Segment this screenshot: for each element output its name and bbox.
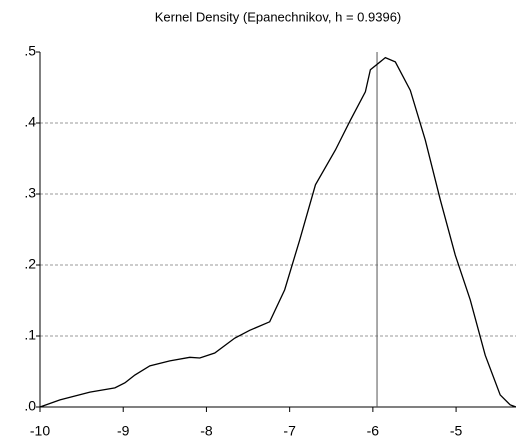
x-tick-label: -9 bbox=[117, 423, 130, 439]
x-tick-label: -5 bbox=[450, 423, 463, 439]
y-tick-label: .3 bbox=[24, 185, 36, 201]
y-tick-label: .5 bbox=[24, 43, 36, 59]
y-tick-label: .4 bbox=[24, 114, 36, 130]
x-tick-label: -6 bbox=[367, 423, 380, 439]
x-tick-label: -10 bbox=[30, 423, 50, 439]
y-tick-label: .0 bbox=[24, 398, 36, 414]
density-line bbox=[39, 56, 516, 408]
x-tick-label: -8 bbox=[200, 423, 213, 439]
chart-title: Kernel Density (Epanechnikov, h = 0.9396… bbox=[155, 9, 402, 24]
y-tick-label: .2 bbox=[24, 256, 36, 272]
y-tick-label: .1 bbox=[24, 327, 36, 343]
x-tick-label: -7 bbox=[283, 423, 296, 439]
